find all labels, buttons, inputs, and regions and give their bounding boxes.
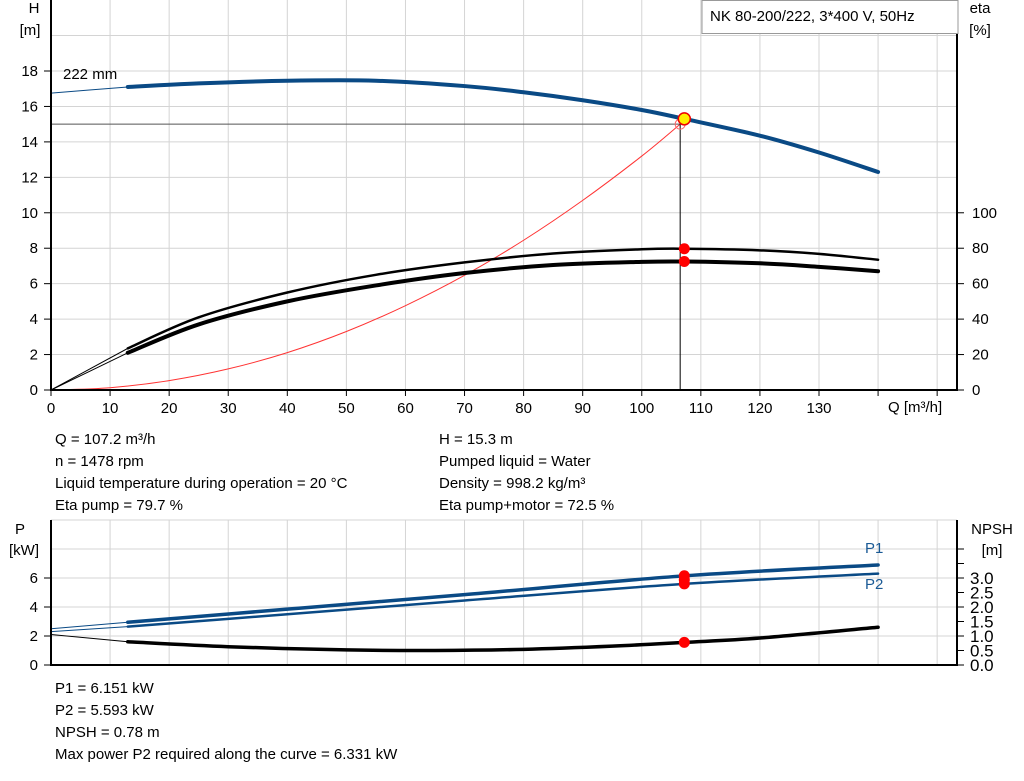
info-q: Q = 107.2 m³/h bbox=[55, 431, 156, 448]
p-tick-label: 6 bbox=[30, 570, 38, 587]
eta-tick-label: 100 bbox=[972, 205, 997, 222]
top-ylabel-eta: eta bbox=[970, 0, 992, 17]
x-tick-label: 10 bbox=[102, 400, 119, 417]
impeller-label: 222 mm bbox=[63, 66, 117, 83]
p2-label: P2 bbox=[865, 576, 883, 593]
npsh-tick-label: 2.0 bbox=[970, 598, 994, 617]
bottom-ylabel-unit: [kW] bbox=[9, 542, 39, 559]
top-grid bbox=[51, 0, 957, 390]
p2-point bbox=[678, 578, 690, 590]
x-tick-label: 0 bbox=[47, 400, 55, 417]
eta-tick-label: 40 bbox=[972, 311, 989, 328]
info-n: n = 1478 rpm bbox=[55, 453, 144, 470]
p1-curve bbox=[126, 563, 880, 624]
bottom-grid bbox=[51, 519, 957, 665]
y-tick-label: 10 bbox=[21, 205, 38, 222]
info-p1: P1 = 6.151 kW bbox=[55, 680, 154, 697]
bottom-ylabel-p: P bbox=[15, 521, 25, 538]
title-box bbox=[701, 0, 959, 34]
npsh-tick-label: 0.0 bbox=[970, 656, 994, 675]
bottom-ylabel-npsh-unit: [m] bbox=[982, 542, 1003, 559]
info-bottom: P1 = 6.151 kW P2 = 5.593 kW NPSH = 0.78 … bbox=[55, 678, 397, 766]
x-tick-label: 120 bbox=[747, 400, 772, 417]
x-tick-label: 70 bbox=[456, 400, 473, 417]
info-p2: P2 = 5.593 kW bbox=[55, 702, 154, 719]
p-tick-label: 4 bbox=[30, 599, 38, 616]
x-tick-label: 130 bbox=[806, 400, 831, 417]
p1-curve-thin bbox=[50, 621, 128, 630]
npsh-tick-label: 1.0 bbox=[970, 627, 994, 646]
x-tick-label: 60 bbox=[397, 400, 414, 417]
y-tick-label: 0 bbox=[30, 382, 38, 399]
x-tick-label: 20 bbox=[161, 400, 178, 417]
h-curve bbox=[125, 78, 881, 175]
npsh-tick-label: 1.5 bbox=[970, 613, 994, 632]
p2-curve-thin bbox=[50, 626, 128, 633]
y-tick-label: 2 bbox=[30, 347, 38, 364]
info-top-right: H = 15.3 m Pumped liquid = Water Density… bbox=[439, 429, 614, 517]
npsh-curve-thin bbox=[50, 634, 128, 643]
y-tick-label: 12 bbox=[21, 169, 38, 186]
info-eta-total: Eta pump+motor = 72.5 % bbox=[439, 497, 615, 514]
x-tick-label: 100 bbox=[629, 400, 654, 417]
npsh-curve bbox=[126, 625, 880, 653]
h-curve-thin bbox=[50, 86, 128, 94]
top-ylabel-eta-unit: [%] bbox=[969, 22, 991, 39]
chart-title: NK 80-200/222, 3*400 V, 50Hz bbox=[710, 8, 915, 25]
x-tick-label: 90 bbox=[574, 400, 591, 417]
eta-tick-label: 80 bbox=[972, 240, 989, 257]
eta-pump-point bbox=[678, 243, 690, 255]
y-tick-label: 4 bbox=[30, 311, 38, 328]
x-tick-label: 80 bbox=[515, 400, 532, 417]
npsh-tick-label: 2.5 bbox=[970, 584, 994, 603]
eta-total-curve-thin bbox=[50, 352, 129, 391]
info-max-p2: Max power P2 required along the curve = … bbox=[55, 746, 398, 763]
duty-point-marker bbox=[677, 112, 692, 126]
p-tick-label: 2 bbox=[30, 628, 38, 645]
eta-tick-label: 0 bbox=[972, 382, 980, 399]
curves bbox=[50, 78, 881, 653]
info-temp: Liquid temperature during operation = 20… bbox=[55, 475, 348, 492]
axes: 0 10 20 30 40 50 60 70 80 90 100 110 120 130024681012… bbox=[21, 0, 997, 675]
eta-tick-label: 60 bbox=[972, 276, 989, 293]
info-h: H = 15.3 m bbox=[439, 431, 513, 448]
info-eta-pump: Eta pump = 79.7 % bbox=[55, 497, 183, 514]
x-tick-label: 30 bbox=[220, 400, 237, 417]
y-tick-label: 6 bbox=[30, 276, 38, 293]
y-tick-label: 16 bbox=[21, 98, 38, 115]
top-ylabel-unit: [m] bbox=[20, 22, 41, 39]
system-curve bbox=[50, 123, 681, 391]
info-density: Density = 998.2 kg/m³ bbox=[439, 475, 586, 492]
x-tick-label: 110 bbox=[689, 400, 713, 417]
p1-label: P1 bbox=[865, 540, 883, 557]
npsh-tick-label: 0.5 bbox=[970, 642, 994, 661]
y-tick-label: 8 bbox=[30, 240, 38, 257]
bottom-ylabel-npsh: NPSH bbox=[971, 521, 1013, 538]
info-npsh: NPSH = 0.78 m bbox=[55, 724, 160, 741]
x-tick-label: 40 bbox=[279, 400, 296, 417]
y-tick-label: 14 bbox=[21, 134, 38, 151]
x-tick-label: 50 bbox=[338, 400, 355, 417]
npsh-tick-label: 3.0 bbox=[970, 569, 994, 588]
p-tick-label: 0 bbox=[30, 657, 38, 674]
eta-pump-curve bbox=[126, 247, 880, 350]
npsh-point bbox=[678, 636, 690, 648]
y-tick-label: 18 bbox=[21, 63, 38, 80]
eta-total-curve bbox=[125, 259, 881, 355]
eta-tick-label: 20 bbox=[972, 347, 989, 364]
x-axis-label: Q [m³/h] bbox=[888, 399, 942, 416]
info-liquid: Pumped liquid = Water bbox=[439, 453, 591, 470]
p2-curve bbox=[126, 572, 880, 628]
eta-total-point bbox=[678, 256, 690, 268]
info-top-left: Q = 107.2 m³/h n = 1478 rpm Liquid tempe… bbox=[55, 429, 347, 517]
top-ylabel-h: H bbox=[29, 0, 40, 17]
